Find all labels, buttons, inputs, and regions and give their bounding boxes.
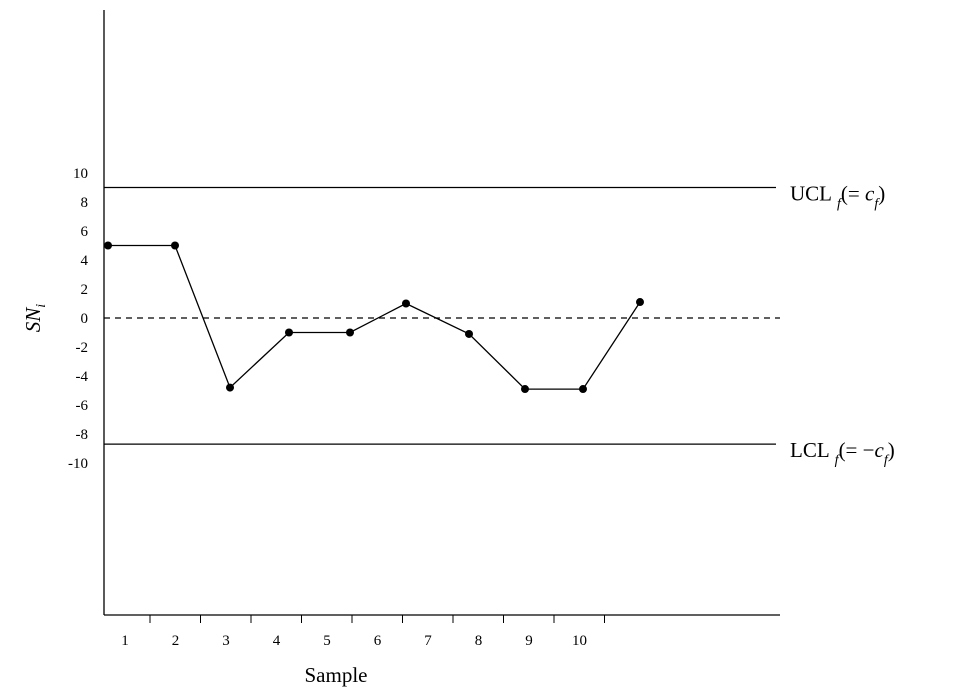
lcl-label-csub: f [884,453,890,468]
y-axis-label-sub: i [34,304,49,308]
x-axis-label: Sample [305,663,368,687]
lcl-label-eq: (= − [839,438,875,462]
data-point [226,383,234,392]
y-tick-label: 8 [81,195,89,211]
lcl-label-close: ) [888,438,895,462]
y-tick-label: -6 [76,398,89,414]
y-tick-label: -10 [68,456,88,472]
data-point [521,385,529,394]
data-point [636,298,644,307]
data-points [104,241,644,394]
ucl-label-close: ) [878,182,885,206]
y-tick-label: 0 [81,311,89,327]
ucl-label-main: UCL [790,182,832,206]
x-tick-label: 9 [525,633,533,649]
ucl-label-c: c [865,182,875,206]
x-tick-label: 10 [572,633,587,649]
x-ticks: 1 2 3 4 5 6 7 8 9 10 [121,615,605,649]
ucl-label-csub: f [874,197,880,212]
x-tick-label: 7 [424,633,432,649]
lcl-label-c: c [875,438,885,462]
x-tick-label: 1 [121,633,129,649]
x-tick-label: 3 [222,633,230,649]
y-tick-label: -4 [76,369,89,385]
y-tick-label: -2 [76,340,89,356]
y-tick-label: 10 [73,166,88,182]
ucl-label-eq: (= [841,182,865,206]
y-ticks: 10 8 6 4 2 0 -2 -4 -6 -8 -10 [68,166,89,472]
data-point [465,329,473,338]
y-tick-label: -8 [76,427,89,443]
lcl-label-main: LCL [790,438,830,462]
ucl-label: UCL f(= cf) [790,182,885,212]
data-point [285,328,293,337]
lcl-label-sub: f [835,453,841,468]
data-point [104,241,112,250]
x-tick-label: 5 [323,633,331,649]
y-axis-label: SNi [21,304,49,333]
y-tick-label: 4 [81,253,89,269]
x-tick-label: 8 [475,633,483,649]
data-point [346,328,354,337]
lcl-label: LCL f(= −cf) [790,438,895,468]
series-line [108,244,641,390]
x-tick-label: 2 [172,633,180,649]
x-tick-label: 4 [273,633,281,649]
data-point [171,241,179,250]
ucl-label-sub: f [837,197,843,212]
x-tick-label: 6 [374,633,382,649]
data-point [579,385,587,394]
y-axis-label-main: SN [21,307,45,333]
y-tick-label: 6 [81,224,89,240]
data-point [402,299,410,308]
y-tick-label: 2 [81,282,89,298]
